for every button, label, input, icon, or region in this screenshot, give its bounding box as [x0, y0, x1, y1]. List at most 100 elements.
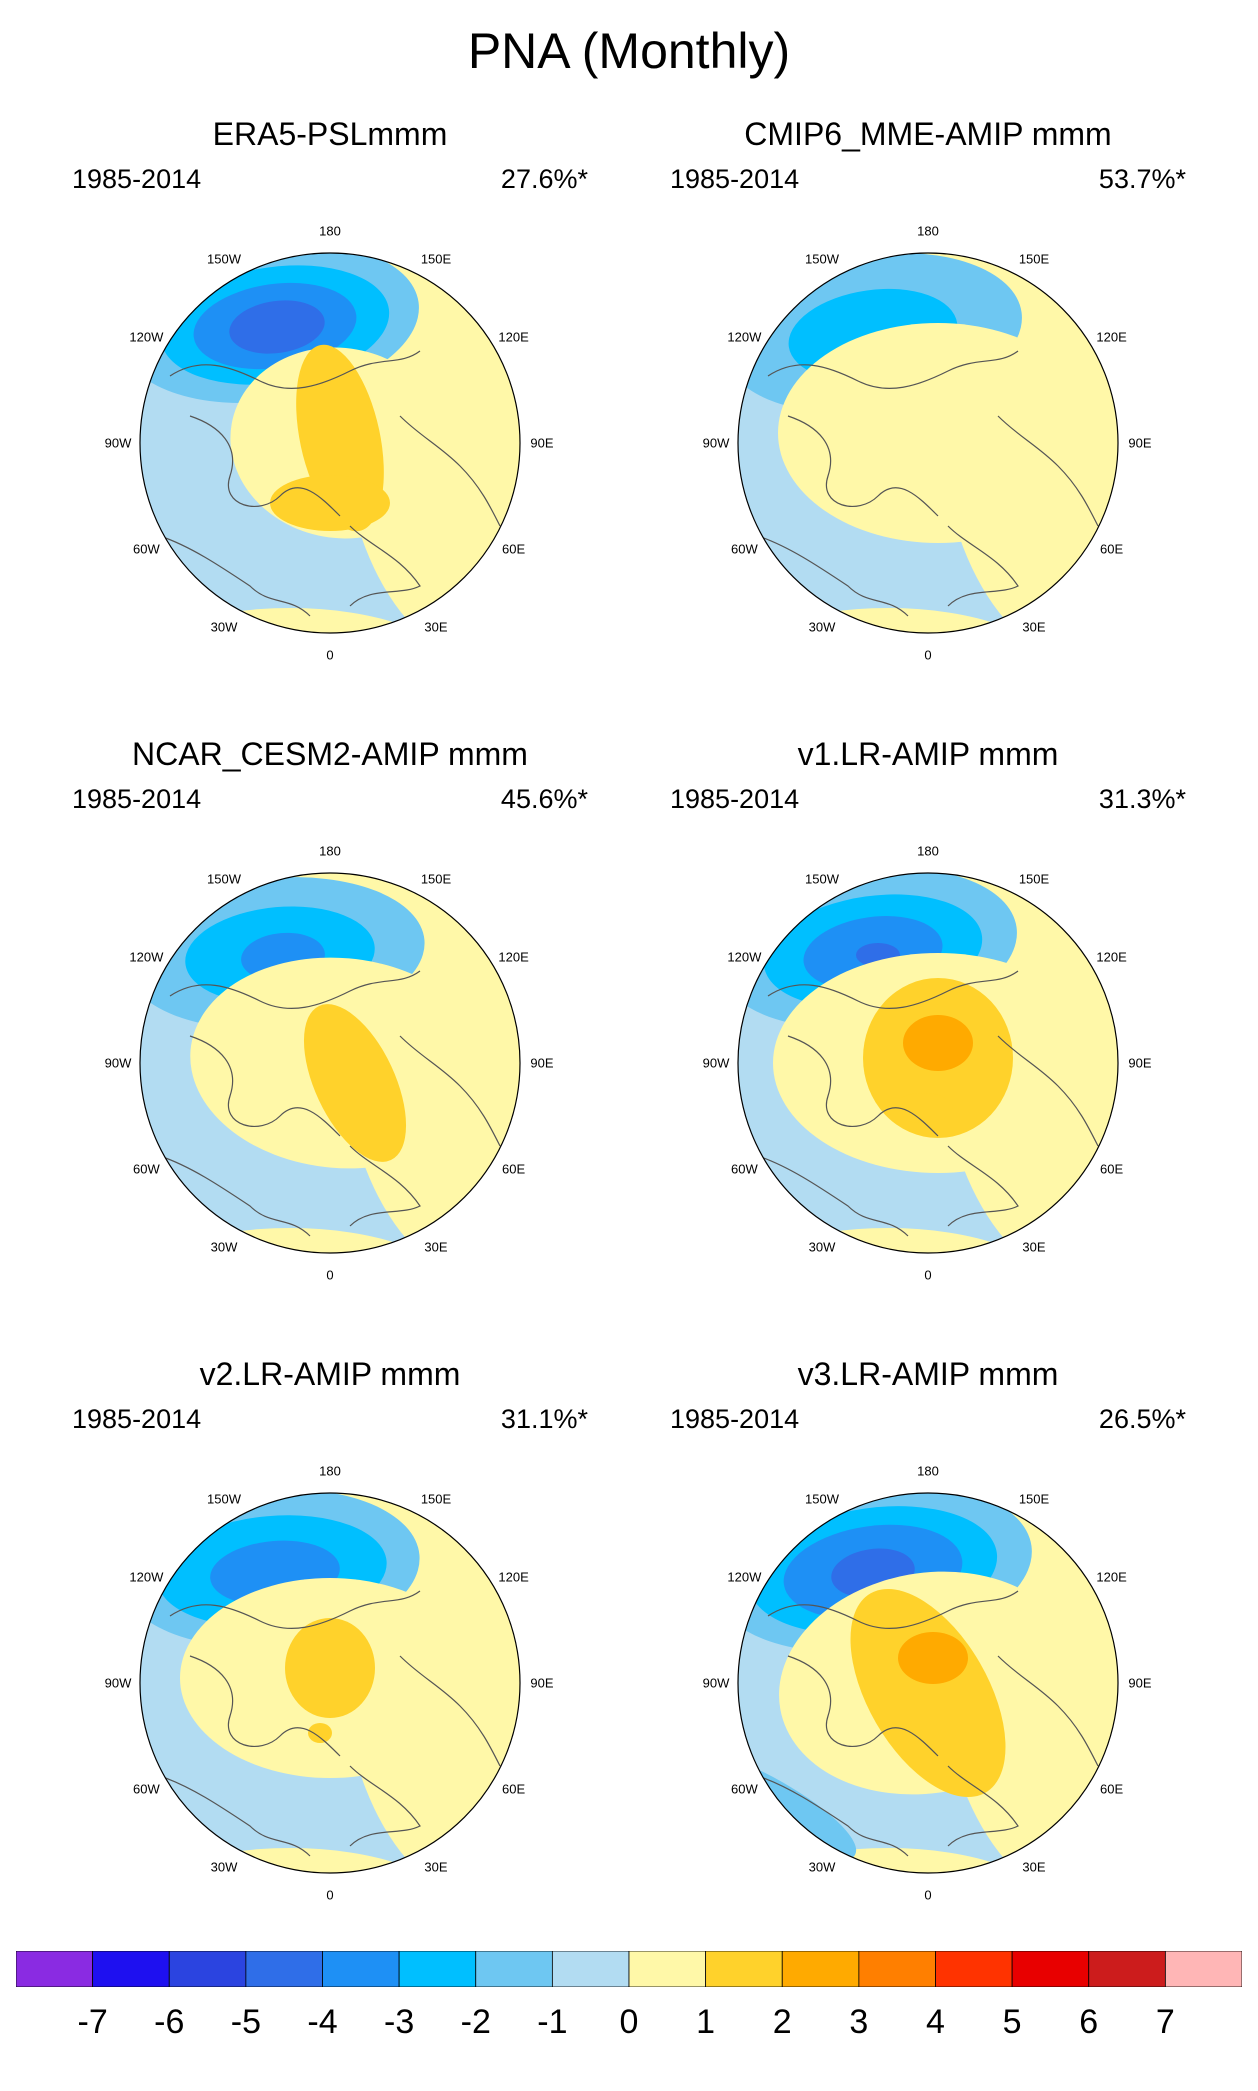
colorbar-box: [245, 1951, 323, 1987]
contour-level-0: [778, 323, 1098, 543]
coastline: [159, 1155, 311, 1237]
longitude-label: 60E: [1100, 1161, 1124, 1177]
panel-title: CMIP6_MME-AMIP mmm: [744, 116, 1112, 152]
colorbar-box: [935, 1951, 1013, 1987]
longitude-label: 150E: [1018, 251, 1050, 267]
contour-level-1: [850, 1588, 1006, 1798]
map-panel-v3: v3.LR-AMIP mmm 1985-2014 26.5%* 180 150E 1…: [618, 1356, 1238, 1976]
longitude-label: 180: [319, 223, 341, 239]
longitude-label: 90W: [702, 1675, 730, 1691]
map-panel-cesm2: NCAR_CESM2-AMIP mmm 1985-2014 45.6%* 180…: [20, 736, 640, 1356]
polar-map: [139, 1492, 521, 1874]
colorbar-box: [1011, 1951, 1090, 1987]
longitude-label: 150W: [207, 871, 241, 887]
longitude-label: 30E: [424, 619, 448, 635]
longitude-label: 0: [924, 1267, 932, 1283]
colorbar-tick-label: -6: [154, 2003, 185, 2041]
panel-title: v1.LR-AMIP mmm: [797, 736, 1059, 772]
coastline: [997, 415, 1099, 527]
positive-region-south: [140, 1228, 450, 1253]
coastline: [767, 970, 1019, 1009]
coastline: [189, 1035, 341, 1137]
coastline: [189, 415, 341, 517]
colorbar-tick-label: -2: [460, 2003, 491, 2041]
longitude-label: 60E: [1100, 541, 1124, 557]
coastline: [169, 350, 421, 389]
figure-title: PNA (Monthly): [467, 23, 791, 79]
panel-title: v3.LR-AMIP mmm: [797, 1356, 1059, 1392]
longitude-label: 120E: [1096, 329, 1127, 345]
longitude-label: 60W: [731, 541, 758, 557]
panel-period: 1985-2014: [670, 1404, 800, 1434]
longitude-label: 120W: [129, 949, 164, 965]
longitude-label: 90E: [530, 435, 554, 451]
longitude-label: 30E: [1022, 1859, 1046, 1875]
longitude-label: 60E: [502, 1781, 526, 1797]
positive-region-south: [738, 608, 1048, 633]
longitude-label: 30E: [1022, 619, 1046, 635]
positive-region-south: [738, 1228, 1048, 1253]
coastline: [947, 1765, 1019, 1847]
longitude-label: 0: [924, 1887, 932, 1903]
longitude-label: 150E: [1018, 871, 1050, 887]
longitude-label: 90E: [1128, 1675, 1152, 1691]
colorbar-box: [168, 1951, 247, 1987]
longitude-label: 180: [917, 843, 939, 859]
longitude-label: 120E: [1096, 949, 1127, 965]
map-boundary: [139, 1492, 521, 1874]
colorbar-box: [398, 1951, 477, 1987]
colorbar-box: [475, 1951, 553, 1987]
colorbar-tick-label: 6: [1079, 2003, 1099, 2041]
longitude-label: 150E: [420, 871, 452, 887]
colorbar-tick-label: -3: [384, 2003, 415, 2041]
colorbar-box: [1088, 1951, 1166, 1987]
coastline: [947, 525, 1019, 607]
panel-period: 1985-2014: [72, 1404, 202, 1434]
coastline: [947, 1145, 1019, 1227]
coastline: [757, 1775, 909, 1857]
longitude-label: 60E: [1100, 1781, 1124, 1797]
colorbar-tick-label: -4: [307, 2003, 338, 2041]
polar-map: [737, 1492, 1119, 1874]
longitude-label: 30W: [808, 619, 836, 635]
coastline: [399, 1035, 501, 1147]
longitude-label: 120E: [498, 1569, 529, 1585]
map-panel-v2: v2.LR-AMIP mmm 1985-2014 31.1%* 180 150E 1…: [20, 1356, 640, 1976]
polar-map: [139, 872, 521, 1254]
longitude-label: 60W: [133, 1781, 160, 1797]
longitude-label: 60W: [133, 541, 160, 557]
positive-region-south: [738, 1848, 1048, 1873]
contour-level-1: [270, 475, 390, 531]
longitude-label: 30E: [424, 1239, 448, 1255]
panel-variance: 27.6%*: [500, 164, 588, 194]
coastline: [169, 970, 421, 1009]
longitude-label: 150W: [805, 871, 839, 887]
map-boundary: [737, 1492, 1119, 1874]
colorbar-box: [1164, 1951, 1242, 1987]
longitude-label: 90W: [702, 1055, 730, 1071]
longitude-label: 120W: [129, 1569, 164, 1585]
panel-variance: 53.7%*: [1098, 164, 1186, 194]
coastline: [399, 415, 501, 527]
coastline: [169, 1590, 421, 1629]
map-boundary: [139, 872, 521, 1254]
map-panel-cmip6: CMIP6_MME-AMIP mmm 1985-2014 53.7%* 180 1…: [618, 116, 1238, 736]
map-panel-era5: ERA5-PSLmmm 1985-2014 27.6%* 180 150E 120E…: [20, 116, 640, 736]
coastline: [757, 535, 909, 617]
polar-map: [139, 252, 521, 634]
map-boundary: [737, 252, 1119, 634]
panel-variance: 31.1%*: [500, 1404, 588, 1434]
panel-title: v2.LR-AMIP mmm: [199, 1356, 461, 1392]
panel-period: 1985-2014: [670, 784, 800, 814]
longitude-label: 150E: [420, 251, 452, 267]
longitude-label: 90W: [104, 435, 132, 451]
panel-period: 1985-2014: [72, 784, 202, 814]
longitude-label: 90E: [1128, 1055, 1152, 1071]
colorbar-box: [92, 1951, 170, 1987]
contour-fill: [140, 1493, 520, 1873]
longitude-label: 60W: [133, 1161, 160, 1177]
longitude-label: 30E: [424, 1859, 448, 1875]
colorbar-box: [705, 1951, 783, 1987]
colorbar-tick-label: 5: [1002, 2003, 1022, 2041]
contour-level-1: [303, 1004, 407, 1162]
